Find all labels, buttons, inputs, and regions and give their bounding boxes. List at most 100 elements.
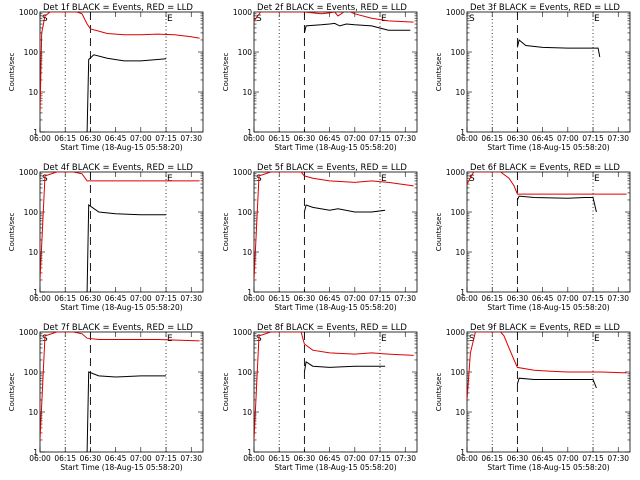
- events-series-line: [516, 377, 597, 389]
- x-tick-label: 07:30: [607, 454, 629, 463]
- x-tick-label: 06:00: [456, 454, 478, 463]
- x-tick-label: 06:45: [532, 454, 554, 463]
- detector-panel: Det 1f BLACK = Events, RED = LLD 1 10 100 10…: [8, 3, 204, 152]
- panel-title: Det 1f BLACK = Events, RED = LLD: [43, 3, 193, 13]
- y-tick-label: 1: [247, 448, 252, 457]
- x-tick-label: 06:45: [105, 134, 127, 143]
- plot-frame: [253, 11, 418, 133]
- x-tick-label: 07:30: [607, 294, 629, 303]
- y-tick-label: 1000: [233, 328, 252, 337]
- y-tick-label: 100: [238, 208, 253, 217]
- x-tick-label: 07:00: [557, 454, 579, 463]
- x-tick-label: 07:15: [582, 454, 604, 463]
- x-tick-label: 06:15: [481, 454, 503, 463]
- events-series-line: [86, 54, 167, 132]
- x-tick-label: 06:00: [243, 454, 265, 463]
- x-tick-label: 06:45: [532, 294, 554, 303]
- panel-title: Det 3f BLACK = Events, RED = LLD: [470, 3, 620, 13]
- y-tick-label: 10: [242, 408, 252, 417]
- x-tick-label: 06:45: [319, 294, 341, 303]
- y-tick-label: 1000: [19, 168, 38, 177]
- events-series-line: [516, 39, 601, 58]
- x-tick-label: 06:15: [268, 294, 290, 303]
- x-tick-label: 07:30: [394, 134, 416, 143]
- x-tick-label: 06:15: [54, 294, 76, 303]
- lld-series-line: [40, 332, 200, 441]
- x-tick-label: 07:15: [582, 294, 604, 303]
- y-tick-label: 1: [460, 288, 465, 297]
- start-marker: S: [469, 14, 475, 24]
- end-marker: E: [381, 174, 387, 184]
- y-tick-label: 100: [238, 48, 253, 57]
- x-tick-label: 06:45: [532, 134, 554, 143]
- events-series-line: [516, 195, 597, 213]
- lld-series-line: [467, 332, 627, 401]
- x-tick-label: 06:00: [29, 294, 51, 303]
- x-tick-label: 07:30: [394, 454, 416, 463]
- panel-title: Det 6f BLACK = Events, RED = LLD: [470, 163, 620, 173]
- x-tick-label: 06:00: [243, 294, 265, 303]
- y-axis-label: Counts/sec: [222, 53, 230, 92]
- plot-frame: [39, 171, 204, 293]
- plot-frame: [253, 171, 418, 293]
- events-series-line: [303, 360, 386, 373]
- y-axis-label: Counts/sec: [222, 373, 230, 412]
- y-tick-label: 100: [451, 48, 466, 57]
- x-tick-label: 07:15: [155, 454, 177, 463]
- x-tick-label: 07:30: [180, 294, 202, 303]
- y-tick-label: 10: [28, 88, 38, 97]
- x-tick-label: 06:45: [319, 454, 341, 463]
- y-tick-label: 100: [451, 368, 466, 377]
- y-tick-label: 1: [460, 128, 465, 137]
- y-tick-label: 1: [247, 288, 252, 297]
- end-marker: E: [381, 334, 387, 344]
- plot-frame: [466, 11, 631, 133]
- end-marker: E: [594, 174, 600, 184]
- x-tick-label: 07:00: [344, 134, 366, 143]
- end-marker: E: [594, 14, 600, 24]
- events-series-line: [86, 204, 166, 292]
- y-tick-label: 10: [28, 408, 38, 417]
- plot-frame: [39, 11, 204, 133]
- x-axis-label: Start Time (18-Aug-15 05:58:20): [60, 303, 182, 312]
- lld-series-line: [254, 332, 414, 441]
- x-tick-label: 06:30: [507, 294, 529, 303]
- y-tick-label: 100: [24, 208, 39, 217]
- y-tick-label: 10: [242, 248, 252, 257]
- events-series-line: [303, 204, 386, 213]
- x-axis-label: Start Time (18-Aug-15 05:58:20): [274, 303, 396, 312]
- x-tick-label: 07:15: [582, 134, 604, 143]
- plot-frame: [39, 331, 204, 453]
- x-tick-label: 07:30: [607, 134, 629, 143]
- y-tick-label: 1: [33, 448, 38, 457]
- x-tick-label: 06:15: [268, 454, 290, 463]
- x-tick-label: 06:15: [481, 294, 503, 303]
- detector-panel: Det 3f BLACK = Events, RED = LLD 1 10 100 10…: [435, 3, 631, 152]
- plot-frame: [466, 331, 631, 453]
- x-axis-label: Start Time (18-Aug-15 05:58:20): [274, 463, 396, 472]
- y-tick-label: 10: [455, 408, 465, 417]
- y-axis-label: Counts/sec: [8, 213, 16, 252]
- detector-panel: Det 7f BLACK = Events, RED = LLD 1 10 100 10…: [8, 323, 204, 472]
- y-tick-label: 100: [238, 368, 253, 377]
- x-tick-label: 07:15: [155, 134, 177, 143]
- y-tick-label: 1000: [446, 168, 465, 177]
- y-axis-label: Counts/sec: [435, 53, 443, 92]
- y-axis-label: Counts/sec: [8, 53, 16, 92]
- end-marker: E: [167, 14, 173, 24]
- y-tick-label: 1000: [233, 8, 252, 17]
- x-tick-label: 06:15: [268, 134, 290, 143]
- start-marker: S: [256, 14, 262, 24]
- lld-series-line: [467, 172, 627, 195]
- y-tick-label: 100: [24, 48, 39, 57]
- x-axis-label: Start Time (18-Aug-15 05:58:20): [60, 463, 182, 472]
- x-tick-label: 07:15: [369, 294, 391, 303]
- panel-title: Det 2f BLACK = Events, RED = LLD: [257, 3, 407, 13]
- x-tick-label: 07:00: [344, 454, 366, 463]
- y-tick-label: 1: [33, 128, 38, 137]
- x-tick-label: 07:15: [155, 294, 177, 303]
- x-tick-label: 06:00: [456, 294, 478, 303]
- y-tick-label: 100: [24, 368, 39, 377]
- x-tick-label: 06:30: [294, 294, 316, 303]
